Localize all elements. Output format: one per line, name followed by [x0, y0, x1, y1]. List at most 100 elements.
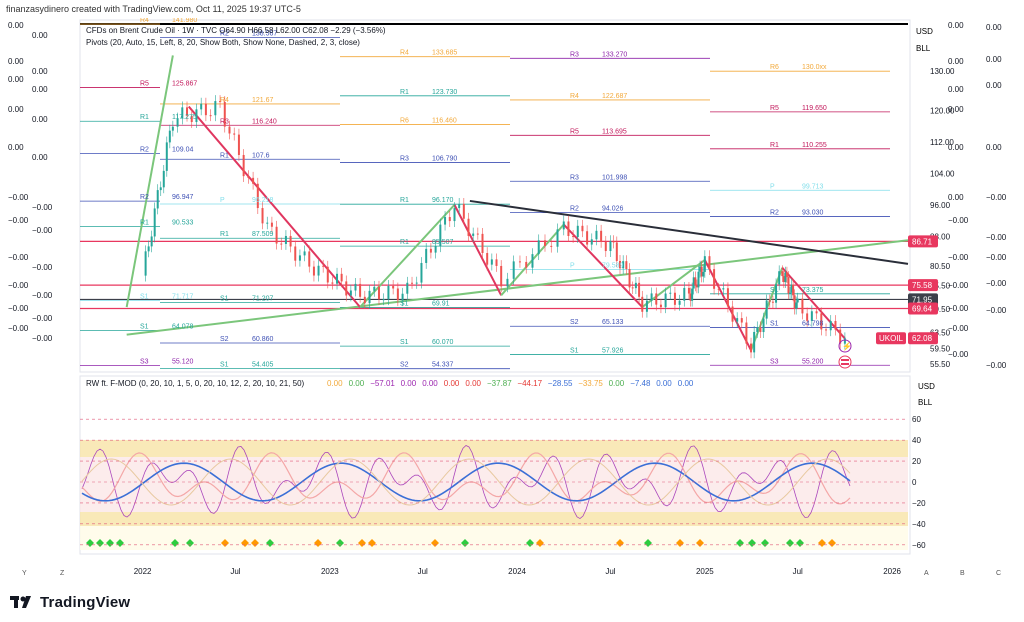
- candle-body: [703, 256, 706, 272]
- corner-buttons: Y Z A B C: [22, 570, 1001, 577]
- chart-svg[interactable]: 130.00 120.00 112.00 104.00 96.00 88.00 80.50 7…: [0, 17, 1024, 584]
- candle-body: [695, 285, 698, 288]
- trendline-red-2: [453, 204, 503, 296]
- right-scale-label: 0.00: [948, 143, 964, 152]
- price-tick: 88.00: [930, 232, 951, 241]
- candle-body: [531, 254, 534, 268]
- candle-body: [782, 276, 785, 283]
- candle-body: [664, 293, 667, 308]
- candle-body: [692, 277, 695, 289]
- candle-body: [590, 239, 593, 245]
- price-badge-label: 75.58: [912, 281, 933, 290]
- candle-body: [153, 208, 156, 237]
- candle-body: [694, 277, 697, 286]
- y-button[interactable]: Y: [22, 570, 27, 577]
- pivot-label-tag: S1: [770, 287, 779, 294]
- pivot-label-value: 125.867: [172, 80, 197, 87]
- osc-line-pink: [81, 452, 851, 505]
- osc-legend-value: 0.00: [349, 379, 365, 388]
- candle-body: [147, 246, 150, 252]
- osc-tick: 20: [912, 457, 921, 466]
- left-scale-b-label: −0.00: [32, 291, 53, 300]
- candle-body: [472, 233, 475, 236]
- candle-body: [625, 261, 628, 269]
- candle-body: [252, 177, 255, 184]
- candle-body: [806, 313, 809, 321]
- candle-body: [444, 217, 447, 225]
- candle-body: [345, 281, 348, 296]
- pivot-label-value: 109.04: [172, 147, 194, 154]
- candle-body: [550, 245, 553, 247]
- legends: CFDs on Brent Crude Oil · 1W · TVC O64.9…: [86, 26, 694, 388]
- pivot-label-value: 133.270: [602, 51, 627, 58]
- candle-body: [171, 126, 174, 131]
- footer-logo[interactable]: TradingView: [10, 592, 130, 612]
- z-button[interactable]: Z: [60, 570, 65, 577]
- right-scale2-label: −0.00: [986, 361, 1007, 370]
- candle-body: [312, 266, 315, 276]
- left-scale-b-label: 0.00: [32, 85, 48, 94]
- osc-legend-value: −33.75: [578, 379, 603, 388]
- candle-body: [476, 233, 479, 235]
- legend-pivots: Pivots (20, Auto, 15, Left, 8, 20, Show …: [86, 38, 360, 47]
- left-scale-a-label: 0.00: [8, 21, 24, 30]
- osc-currency: USD: [918, 382, 935, 391]
- candle-body: [745, 322, 748, 344]
- left-scale-a-label: −0.00: [8, 324, 29, 333]
- lightning-icon[interactable]: [838, 339, 852, 353]
- pivot-label-value: 96.170: [432, 197, 454, 204]
- c-button[interactable]: C: [996, 570, 1001, 577]
- candle-body: [839, 329, 842, 344]
- pivot-label-tag: R3: [400, 155, 409, 162]
- chart-area[interactable]: 130.00 120.00 112.00 104.00 96.00 88.00 80.50 7…: [0, 17, 1024, 584]
- candle-body: [659, 304, 662, 308]
- time-tick: 2023: [321, 567, 339, 576]
- pivot-label-value: 141.980: [172, 18, 197, 24]
- candle-body: [740, 318, 743, 323]
- candle-body: [294, 246, 297, 261]
- right-scale2-label: −0.00: [986, 233, 1007, 242]
- price-badge: [908, 279, 938, 292]
- right-scale-label: 0.00: [948, 105, 964, 114]
- candle-body: [834, 320, 837, 330]
- pivot-label-value: 71.207: [252, 295, 274, 302]
- candle-body: [144, 251, 147, 276]
- pivot-label-tag: R4: [400, 50, 409, 57]
- right-scale2-label: 0.00: [986, 143, 1002, 152]
- candle-body: [490, 259, 493, 265]
- price-pane[interactable]: [79, 19, 911, 373]
- candle-body: [722, 288, 725, 290]
- candle-body: [795, 302, 798, 309]
- pivot-label-value: 60.860: [252, 336, 274, 343]
- last-price-label: 62.08: [912, 334, 933, 343]
- pivot-label-value: 64.798: [802, 321, 824, 328]
- candle-body: [567, 221, 570, 236]
- candle-body: [775, 284, 778, 303]
- right-scale-label: 0.00: [948, 21, 964, 30]
- candle-body: [289, 235, 292, 247]
- price-tick: 63.50: [930, 329, 951, 338]
- us-flag-icon[interactable]: [838, 355, 852, 369]
- candle-body: [726, 288, 729, 307]
- osc-legend-value: 0.00: [444, 379, 460, 388]
- candle-body: [784, 272, 787, 283]
- candle-body: [284, 235, 287, 245]
- auto-button[interactable]: A: [924, 570, 929, 577]
- right-scale-label: −0.00: [948, 253, 969, 262]
- trendline-green-2: [359, 204, 456, 308]
- time-tick: 2022: [134, 567, 152, 576]
- pivot-label-value: 121.67: [252, 97, 274, 104]
- pivot-label-tag: R1: [400, 197, 409, 204]
- b-button[interactable]: B: [960, 570, 965, 577]
- candle-body: [162, 170, 165, 188]
- pivot-label-value: 116.240: [252, 118, 277, 125]
- candle-body: [247, 176, 250, 178]
- left-scale-b-label: −0.00: [32, 203, 53, 212]
- price-tick: 75.50: [930, 281, 951, 290]
- candle-body: [266, 222, 269, 224]
- price-tick: 112.00: [930, 138, 954, 147]
- right-scale2-label: 0.00: [986, 55, 1002, 64]
- price-axis-ticks: 130.00 120.00 112.00 104.00 96.00 88.00 80.50 7…: [930, 67, 955, 369]
- pivot-label-value: 93.030: [802, 210, 824, 217]
- candle-body: [691, 288, 694, 301]
